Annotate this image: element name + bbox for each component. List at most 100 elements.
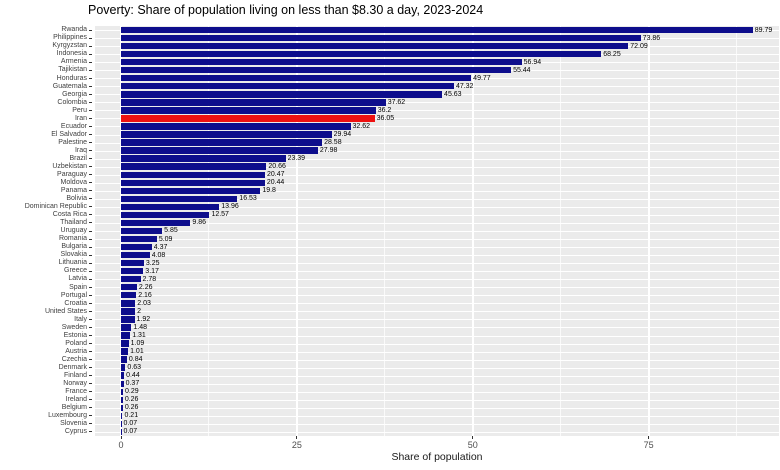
bar: [121, 372, 125, 379]
bar: [121, 332, 131, 339]
y-axis-tick: [89, 190, 92, 192]
bar-row: 0.37: [95, 380, 779, 388]
bar-row: 2.16: [95, 291, 779, 299]
category-label: Finland: [64, 371, 87, 379]
bar: [121, 42, 629, 50]
bar-value-label: 0.44: [126, 372, 140, 380]
bar: [121, 171, 266, 178]
category-label: Rwanda: [61, 26, 87, 34]
bar-row: 0.26: [95, 404, 779, 412]
horizontal-gridline: [95, 239, 779, 241]
horizontal-gridline: [95, 142, 779, 144]
bar: [121, 83, 454, 90]
y-axis-tick: [89, 431, 92, 433]
y-axis-tick: [89, 238, 92, 240]
bar: [121, 284, 137, 291]
highlighted-bar: [121, 115, 375, 122]
y-axis-tick: [89, 367, 92, 369]
bar-row: 2: [95, 307, 779, 315]
horizontal-gridline: [95, 134, 779, 136]
category-label: Lithuania: [58, 259, 87, 267]
y-axis-tick: [89, 45, 92, 47]
horizontal-gridline: [95, 271, 779, 273]
y-axis-tick: [89, 37, 92, 39]
bar-value-label: 36.2: [377, 106, 392, 114]
bar-value-label: 72.09: [630, 42, 648, 50]
category-label: Poland: [65, 339, 87, 347]
category-label: France: [65, 388, 87, 396]
y-axis-tick: [89, 294, 92, 296]
bar-value-label: 2.03: [137, 299, 151, 307]
horizontal-gridline: [95, 102, 779, 104]
y-axis-tick: [89, 302, 92, 304]
bar-value-label: 2.26: [138, 283, 153, 291]
bar-row: 29.94: [95, 131, 779, 139]
category-label: Panama: [60, 187, 87, 195]
category-label: Iraq: [74, 146, 87, 154]
category-label: Sweden: [61, 323, 87, 331]
y-axis-tick: [89, 53, 92, 55]
bar-value-label: 0.29: [125, 388, 139, 396]
bar-value-label: 1.09: [130, 340, 145, 348]
horizontal-gridline: [95, 295, 779, 297]
category-label: Ireland: [65, 396, 87, 404]
horizontal-gridline: [95, 375, 779, 377]
bar-value-label: 2: [137, 307, 141, 315]
y-axis-tick: [89, 117, 92, 119]
bar-value-label: 36.05: [376, 114, 395, 122]
category-label: Romania: [58, 235, 87, 243]
category-label: Croatia: [64, 299, 87, 307]
bar: [121, 211, 210, 219]
bar-value-label: 20.47: [267, 171, 285, 179]
y-axis-tick: [89, 423, 92, 425]
y-axis-tick: [89, 214, 92, 216]
y-axis-tick: [89, 254, 92, 256]
bar-value-label: 9.86: [192, 219, 206, 227]
bar-value-label: 0.07: [123, 428, 138, 436]
bar: [121, 235, 157, 243]
bar-row: 73.86: [95, 34, 779, 42]
horizontal-gridline: [95, 311, 779, 313]
bar: [121, 91, 443, 98]
bar-row: 45.63: [95, 90, 779, 98]
category-label: Uzbekistan: [52, 162, 87, 170]
bar: [121, 380, 124, 387]
bar-value-label: 56.94: [523, 58, 542, 66]
bar-value-label: 5.09: [158, 235, 173, 243]
category-label: Bolivia: [66, 195, 87, 203]
horizontal-gridline: [95, 319, 779, 321]
bar-value-label: 1.31: [132, 332, 146, 339]
horizontal-gridline: [95, 166, 779, 168]
category-label: Slovakia: [60, 251, 87, 259]
horizontal-gridline: [95, 214, 779, 216]
bar-value-label: 12.57: [211, 211, 229, 219]
y-axis-tick: [89, 359, 92, 361]
horizontal-gridline: [95, 335, 779, 337]
bar-row: 0.63: [95, 364, 779, 372]
bar-row: 37.62: [95, 98, 779, 106]
bar: [121, 179, 265, 186]
bar-row: 0.21: [95, 412, 779, 420]
bar: [121, 356, 127, 363]
bar: [121, 420, 122, 428]
bar-value-label: 32.62: [352, 122, 371, 130]
bar: [121, 388, 124, 395]
bar-value-label: 0.84: [128, 356, 143, 364]
bar: [121, 276, 141, 283]
bar-row: 0.29: [95, 388, 779, 396]
bar-row: 56.94: [95, 58, 779, 66]
bar-value-label: 37.62: [387, 98, 406, 106]
horizontal-gridline: [95, 399, 779, 401]
bar-row: 13.96: [95, 203, 779, 211]
bar-row: 49.77: [95, 74, 779, 82]
bar: [121, 348, 129, 355]
plot-panel: 89.79 73.86 72.09 68.25 56.94 55.44 49.77 47.32…: [95, 26, 779, 436]
bar-row: 89.79: [95, 26, 779, 34]
bar: [121, 267, 144, 275]
bar-row: 1.48: [95, 323, 779, 331]
bar-value-label: 1.92: [136, 315, 151, 323]
y-axis-tick: [89, 93, 92, 95]
y-axis-tick: [89, 246, 92, 248]
y-axis-tick: [89, 158, 92, 160]
category-label: Dominican Republic: [24, 203, 87, 211]
